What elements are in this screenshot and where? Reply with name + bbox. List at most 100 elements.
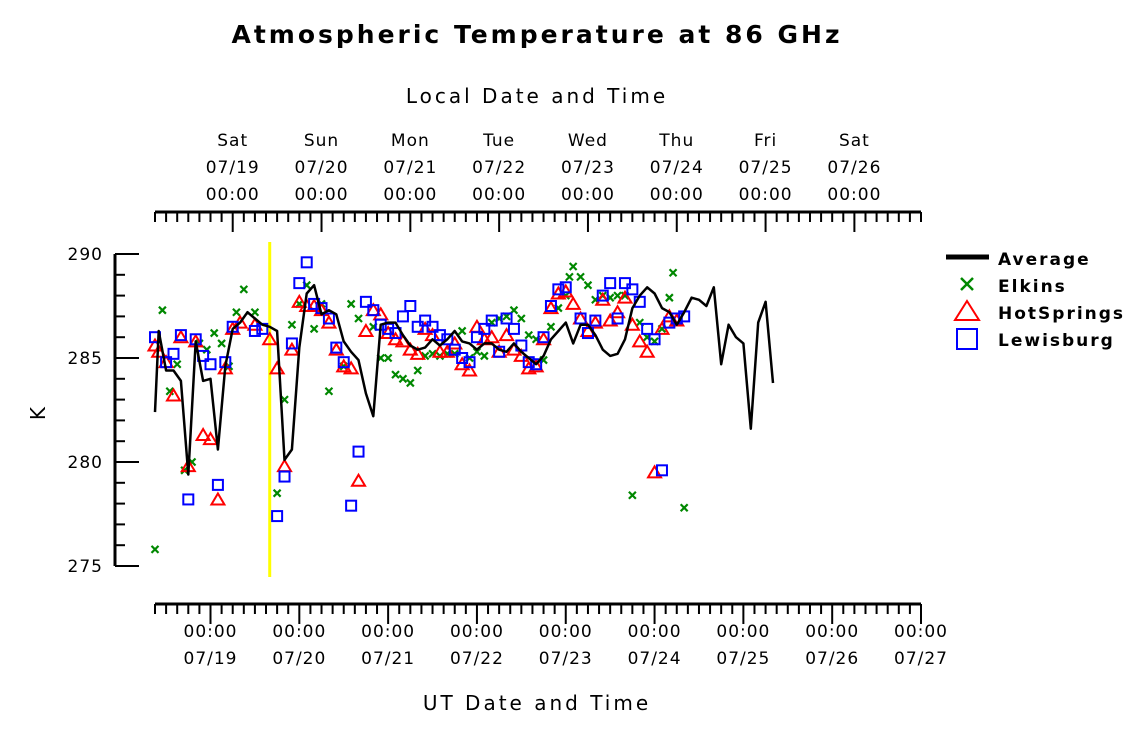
top-tick-time-label: 00:00 — [650, 185, 704, 205]
data-point — [461, 362, 478, 377]
top-tick-date-label: 07/24 — [650, 158, 704, 178]
data-point — [402, 341, 419, 356]
legend-item-average: Average — [946, 250, 1089, 270]
data-point — [320, 314, 338, 329]
data-point — [472, 347, 482, 357]
bottom-tick-date-label: 07/23 — [539, 649, 593, 669]
y-tick-label: 285 — [68, 349, 103, 369]
data-point — [409, 345, 426, 360]
data-point — [463, 356, 476, 369]
data-point — [293, 277, 306, 290]
marker-stroke — [309, 324, 319, 334]
top-tick-day-label: Tue — [482, 131, 515, 151]
data-point — [552, 283, 565, 296]
marker-stroke — [635, 318, 645, 327]
data-point — [217, 339, 226, 348]
bottom-tick-date-label: 07/27 — [894, 649, 948, 669]
marker-stroke — [158, 305, 167, 315]
data-point — [626, 283, 639, 296]
data-point — [618, 277, 631, 290]
top-tick-day-label: Thu — [658, 131, 694, 151]
data-point — [209, 491, 227, 506]
top-tick-day-label: Wed — [568, 131, 608, 151]
data-point — [209, 328, 219, 338]
top-tick-date-label: 07/21 — [383, 158, 437, 178]
data-point — [350, 472, 367, 487]
data-point — [478, 322, 491, 335]
data-point — [404, 300, 417, 312]
data-point — [278, 470, 291, 483]
legend-swatch-x — [960, 277, 974, 291]
marker-stroke — [565, 272, 574, 282]
top-tick-date-label: 07/20 — [295, 158, 349, 178]
data-point — [330, 341, 343, 354]
data-point — [202, 431, 219, 446]
data-point — [613, 291, 622, 300]
data-point — [324, 387, 334, 396]
bottom-tick-time-label: 00:00 — [628, 622, 682, 642]
top-tick-time-label: 00:00 — [472, 185, 526, 205]
bottom-tick-time-label: 00:00 — [805, 622, 859, 642]
bottom-tick-date-label: 07/24 — [628, 649, 682, 669]
y-axis-title: K — [26, 404, 50, 420]
data-point — [239, 285, 249, 294]
data-point — [655, 464, 668, 477]
data-point — [583, 280, 593, 290]
data-point — [468, 318, 486, 333]
marker-stroke — [480, 351, 489, 361]
bottom-axis-title: UT Date and Time — [423, 691, 651, 715]
data-point — [507, 322, 520, 335]
data-point — [309, 324, 319, 334]
legend-label: HotSprings — [998, 304, 1125, 324]
top-tick-time-label: 00:00 — [739, 185, 793, 205]
marker-stroke — [524, 330, 534, 340]
data-point — [211, 478, 224, 491]
data-point — [398, 374, 408, 384]
data-point — [354, 314, 363, 323]
data-point — [300, 256, 313, 269]
top-tick-time-label: 00:00 — [295, 185, 349, 205]
series-elkins — [150, 262, 689, 554]
marker-stroke — [287, 320, 297, 329]
data-point — [276, 458, 293, 473]
marker-stroke — [398, 374, 408, 384]
data-point — [248, 324, 261, 337]
data-point — [165, 387, 182, 402]
data-point — [383, 353, 393, 363]
marker-stroke — [546, 322, 556, 332]
marker-stroke — [172, 359, 182, 369]
marker-stroke — [406, 378, 415, 388]
marker-stroke — [613, 291, 622, 300]
data-point — [594, 291, 612, 306]
legend-swatch-square — [956, 328, 978, 350]
chart-title: Atmospheric Temperature at 86 GHz — [231, 20, 842, 49]
top-tick-date-label: 07/25 — [739, 158, 793, 178]
data-point — [158, 305, 167, 315]
marker-stroke — [346, 299, 356, 309]
bottom-tick-time-label: 00:00 — [894, 622, 948, 642]
data-point — [335, 358, 352, 373]
top-tick-time-label: 00:00 — [561, 185, 615, 205]
marker-stroke — [239, 285, 249, 294]
top-tick-day-label: Mon — [391, 131, 430, 151]
marker-stroke — [232, 307, 241, 317]
data-point — [413, 366, 423, 375]
marker-stroke — [679, 503, 689, 513]
data-point — [261, 331, 278, 346]
data-point — [565, 272, 574, 282]
top-tick-date-label: 07/22 — [472, 158, 526, 178]
data-point — [604, 277, 617, 290]
y-tick-label: 275 — [68, 557, 103, 577]
data-point — [564, 295, 582, 310]
data-point — [285, 337, 298, 350]
bottom-tick-date-label: 07/19 — [184, 649, 238, 669]
marker-stroke — [324, 387, 334, 396]
data-point — [568, 262, 578, 271]
y-axis: 275 280 285 290 — [68, 245, 139, 577]
marker-stroke — [165, 387, 175, 396]
data-point — [537, 331, 550, 344]
data-point — [172, 359, 182, 369]
legend-label: Lewisburg — [998, 331, 1115, 351]
data-point — [611, 312, 624, 325]
bottom-tick-time-label: 00:00 — [450, 622, 504, 642]
